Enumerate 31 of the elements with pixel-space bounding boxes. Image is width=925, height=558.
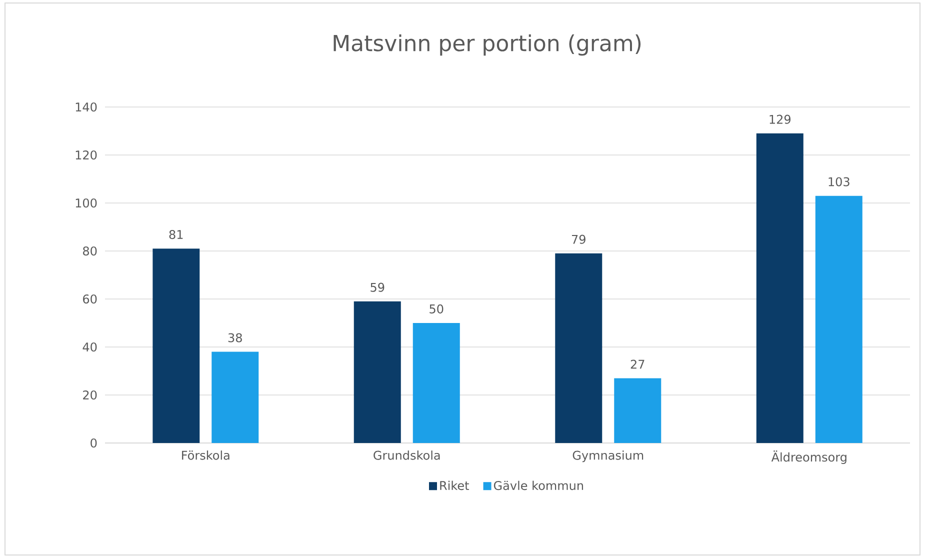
bar xyxy=(815,196,862,443)
y-tick-label: 140 xyxy=(76,102,97,112)
data-label: 59 xyxy=(370,282,384,292)
bar xyxy=(354,301,401,443)
x-tick-label: Äldreomsorg xyxy=(771,450,846,464)
y-tick-label: 40 xyxy=(82,342,97,352)
legend-label: Riket xyxy=(440,480,470,490)
bar xyxy=(412,323,460,443)
data-label: 50 xyxy=(430,304,444,314)
chart-title: Matsvinn per portion (gram) xyxy=(334,34,641,56)
bar xyxy=(152,248,200,443)
x-tick-label: Gymnasium xyxy=(572,450,644,462)
data-label: 27 xyxy=(630,360,644,369)
y-tick-label: 60 xyxy=(83,294,97,304)
legend-label: Gävle kommun xyxy=(494,480,584,490)
y-tick-label: 100 xyxy=(76,198,97,208)
data-label: 81 xyxy=(169,230,183,240)
y-tick-label: 120 xyxy=(76,150,97,160)
data-label: 129 xyxy=(770,114,790,124)
bar xyxy=(555,253,602,443)
data-label: 38 xyxy=(228,333,242,342)
bar xyxy=(614,378,662,443)
x-tick-label: Förskola xyxy=(182,450,230,460)
y-tick-label: 20 xyxy=(83,390,97,400)
data-label: 79 xyxy=(572,234,586,244)
y-tick-label: 80 xyxy=(83,246,97,256)
data-label: 103 xyxy=(828,177,850,186)
bar xyxy=(212,352,259,443)
bar xyxy=(756,133,804,443)
y-tick-label: 0 xyxy=(90,438,97,448)
x-tick-label: Grundskola xyxy=(374,450,440,460)
